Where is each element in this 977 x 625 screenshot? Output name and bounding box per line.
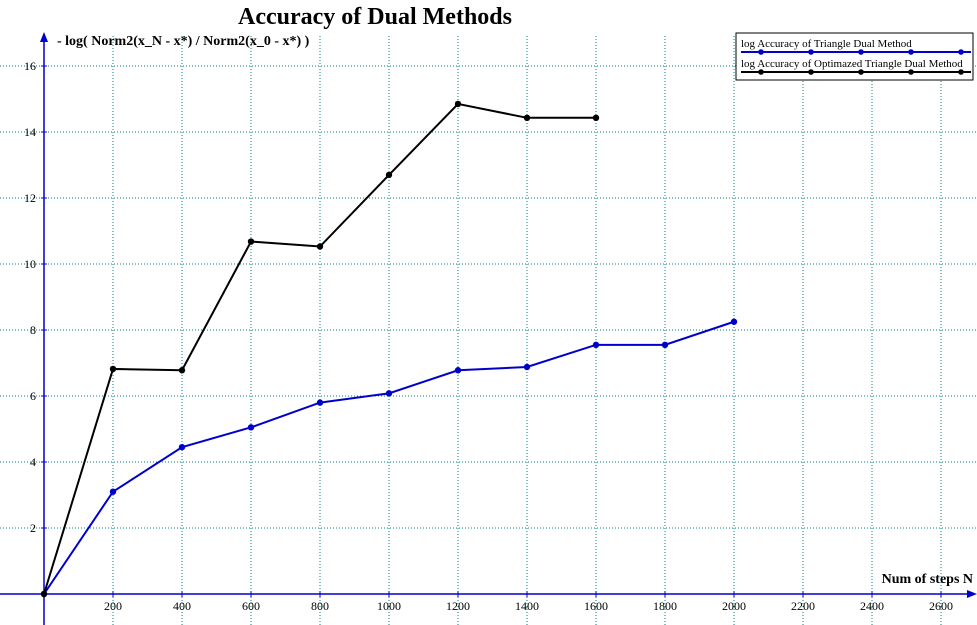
legend-label: log Accuracy of Triangle Dual Method bbox=[741, 38, 912, 50]
x-axis-label: Num of steps N bbox=[882, 572, 973, 587]
x-tick-label: 2200 bbox=[791, 599, 815, 613]
y-tick-label: 2 bbox=[30, 521, 36, 535]
x-tick-label: 800 bbox=[311, 599, 329, 613]
data-point bbox=[592, 341, 600, 349]
x-tick-label: 2600 bbox=[929, 599, 953, 613]
x-tick-label: 2400 bbox=[860, 599, 884, 613]
legend: log Accuracy of Triangle Dual Method log … bbox=[735, 32, 974, 81]
data-point bbox=[40, 590, 48, 598]
data-point bbox=[661, 341, 669, 349]
grid bbox=[0, 36, 977, 625]
data-point bbox=[316, 243, 324, 250]
y-tick-label: 10 bbox=[24, 257, 36, 271]
y-tick-label: 6 bbox=[30, 389, 36, 403]
axes bbox=[0, 32, 977, 625]
y-axis-label: - log( Norm2(x_N - x*) / Norm2(x_0 - x*)… bbox=[57, 34, 310, 49]
x-tick-label: 200 bbox=[104, 599, 122, 613]
data-point bbox=[109, 365, 117, 373]
data-point bbox=[316, 399, 324, 406]
y-axis-arrow bbox=[40, 32, 48, 42]
data-point bbox=[247, 424, 255, 431]
data-point bbox=[385, 171, 393, 179]
tick-labels: 200 400 600 800 1000 1200 1400 1600 1800 2000 2200… bbox=[24, 59, 953, 613]
legend-marker bbox=[808, 49, 814, 55]
data-point bbox=[385, 390, 393, 397]
data-point bbox=[454, 367, 462, 374]
legend-marker bbox=[808, 69, 814, 75]
data-point bbox=[523, 114, 531, 122]
data-point bbox=[109, 488, 117, 495]
y-tick-label: 14 bbox=[24, 125, 36, 139]
legend-marker bbox=[958, 49, 964, 55]
x-tick-label: 400 bbox=[173, 599, 191, 613]
data-point bbox=[247, 238, 255, 245]
chart-title: Accuracy of Dual Methods bbox=[238, 4, 512, 30]
legend-marker bbox=[758, 69, 764, 75]
data-point bbox=[178, 443, 186, 451]
y-tick-label: 16 bbox=[24, 59, 36, 73]
x-tick-label: 1200 bbox=[446, 599, 470, 613]
x-tick-label: 1000 bbox=[377, 599, 401, 613]
legend-marker bbox=[908, 69, 914, 75]
x-axis-arrow bbox=[967, 590, 977, 598]
y-tick-label: 8 bbox=[30, 323, 36, 337]
x-tick-label: 1800 bbox=[653, 599, 677, 613]
x-tick-label: 1600 bbox=[584, 599, 608, 613]
series-1 bbox=[40, 318, 738, 598]
legend-marker bbox=[908, 49, 914, 55]
legend-marker bbox=[958, 69, 964, 75]
legend-marker bbox=[858, 49, 864, 55]
x-tick-label: 2000 bbox=[722, 599, 746, 613]
legend-label: log Accuracy of Optimazed Triangle Dual … bbox=[741, 58, 963, 70]
series-line bbox=[43, 320, 735, 595]
y-tick-label: 4 bbox=[30, 455, 36, 469]
x-tick-label: 600 bbox=[242, 599, 260, 613]
series-lines bbox=[40, 100, 738, 598]
legend-marker bbox=[858, 69, 864, 75]
legend-marker bbox=[758, 49, 764, 55]
data-point bbox=[454, 100, 462, 108]
series-2 bbox=[40, 100, 600, 598]
data-point bbox=[730, 318, 738, 325]
data-point bbox=[592, 114, 600, 122]
data-point bbox=[523, 363, 531, 371]
data-point bbox=[178, 367, 186, 374]
y-tick-label: 12 bbox=[24, 191, 36, 205]
x-tick-label: 1400 bbox=[515, 599, 539, 613]
